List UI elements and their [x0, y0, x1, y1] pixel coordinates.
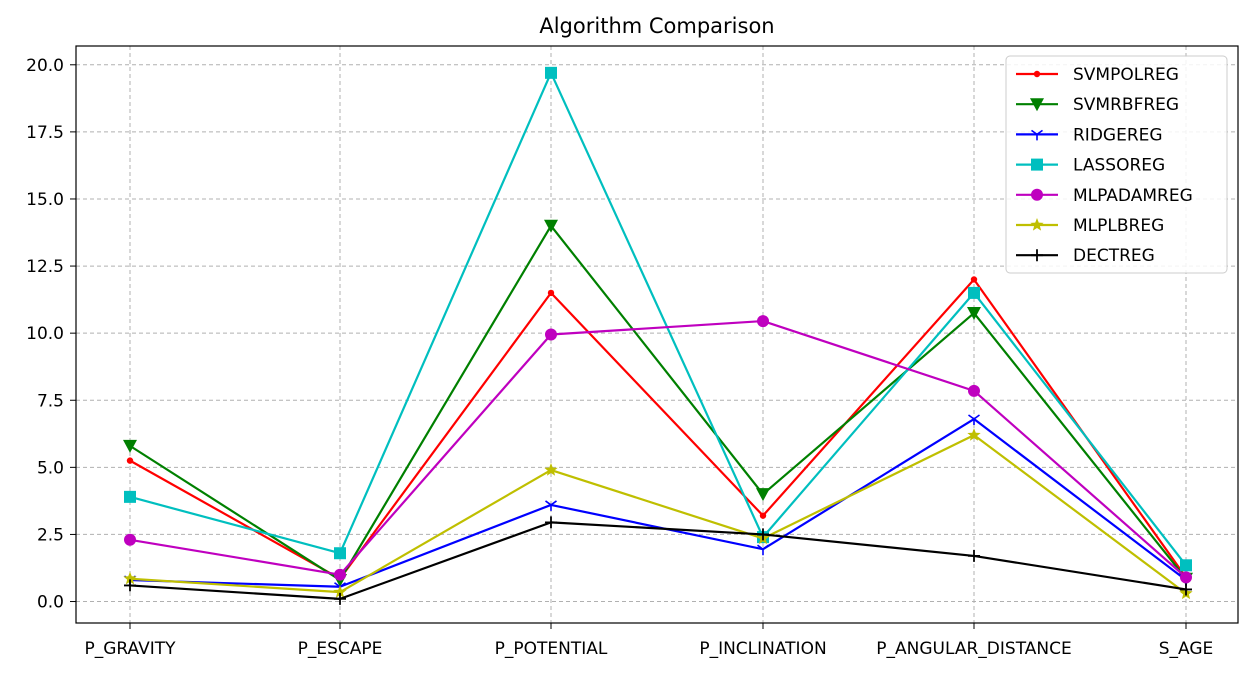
series-line	[129, 224, 1187, 582]
plus-marker	[968, 549, 980, 562]
x-tick-label: P_ESCAPE	[298, 639, 383, 659]
circle-marker	[968, 384, 980, 397]
circle-marker	[1180, 571, 1192, 584]
triangle-down-marker	[967, 307, 981, 321]
star-marker	[123, 571, 137, 585]
star-marker	[544, 463, 558, 476]
x-tick-label: P_ANGULAR_DISTANCE	[876, 639, 1071, 659]
legend-item: RIDGEREG	[1016, 125, 1163, 145]
plus-marker	[545, 516, 557, 529]
triangle-down-marker	[123, 439, 137, 453]
y-tick-label: 7.5	[37, 391, 64, 411]
x-tick-label: P_POTENTIAL	[495, 639, 608, 659]
square-marker	[1180, 559, 1192, 572]
circle-marker	[545, 328, 557, 341]
legend-box	[1005, 55, 1228, 274]
y-tick-label: 5.0	[37, 458, 64, 478]
axis-layer: 0.0 2.5 5.0 7.5 10.0 12.5 15.0 17.5 20.0 P_GRAVIT…	[26, 56, 1213, 659]
y-tick-label: 20.0	[26, 56, 64, 76]
triangle-down-marker	[756, 488, 770, 502]
square-marker	[334, 547, 346, 560]
series-layer	[123, 66, 1193, 605]
star-marker	[967, 428, 981, 441]
legend-label: SVMPOLREG	[1073, 65, 1179, 85]
y-tick-label: 17.5	[26, 123, 64, 143]
star-marker	[1030, 218, 1044, 231]
circle-marker	[757, 315, 769, 328]
star-marker	[333, 585, 347, 598]
series-line	[129, 319, 1187, 579]
series-dectreg	[124, 516, 1192, 605]
triangle-down-marker	[1030, 98, 1044, 112]
x-tick-label: P_GRAVITY	[84, 639, 176, 659]
legend-label: MLPLBREG	[1073, 216, 1164, 236]
y-tick-label: 15.0	[26, 190, 64, 210]
tri-down-marker	[968, 414, 980, 426]
square-marker	[1031, 158, 1043, 171]
legend: SVMPOLREG SVMRBFREG RIDGEREG LASSOREG MLPADA…	[1005, 55, 1228, 274]
circle-marker	[1031, 188, 1043, 201]
point-marker	[970, 276, 978, 283]
plus-marker	[757, 528, 769, 541]
point-marker	[1033, 70, 1041, 78]
y-tick-label: 10.0	[26, 324, 64, 344]
legend-label: LASSOREG	[1073, 156, 1165, 176]
chart-title: Algorithm Comparison	[539, 14, 774, 38]
y-tick-label: 2.5	[37, 525, 64, 545]
legend-item: SVMRBFREG	[1016, 95, 1179, 115]
legend-label: DECTREG	[1073, 246, 1155, 266]
plot-frame	[75, 45, 1239, 624]
plus-marker	[1031, 249, 1043, 262]
legend-item: LASSOREG	[1016, 156, 1165, 176]
series-line	[129, 521, 1187, 600]
legend-item: MLPADAMREG	[1016, 186, 1193, 206]
x-tick-label: P_INCLINATION	[699, 639, 826, 659]
point-marker	[126, 457, 134, 464]
plus-marker	[1180, 583, 1192, 596]
circle-marker	[124, 533, 136, 546]
square-marker	[968, 286, 980, 299]
point-marker	[759, 512, 767, 519]
circle-marker	[334, 568, 346, 581]
legend-label: SVMRBFREG	[1073, 95, 1179, 115]
tri-down-marker	[757, 544, 769, 556]
series-mlpadamreg	[124, 315, 1192, 584]
legend-item: SVMPOLREG	[1016, 65, 1179, 85]
x-tick-label: S_AGE	[1159, 639, 1214, 659]
legend-label: RIDGEREG	[1073, 125, 1163, 145]
plus-marker	[124, 579, 136, 592]
series-line	[129, 417, 1187, 588]
plus-marker	[334, 592, 346, 605]
tri-down-marker	[545, 500, 557, 511]
y-tick-label: 12.5	[26, 257, 64, 277]
triangle-down-marker	[544, 219, 558, 233]
square-marker	[124, 490, 136, 503]
tri-down-marker	[1031, 129, 1043, 141]
square-marker	[545, 66, 557, 79]
point-marker	[547, 289, 555, 297]
series-line	[129, 278, 1187, 580]
legend-item: MLPLBREG	[1016, 216, 1164, 236]
legend-item: DECTREG	[1016, 246, 1155, 266]
series-line	[129, 434, 1187, 595]
y-tick-label: 0.0	[37, 593, 64, 613]
legend-label: MLPADAMREG	[1073, 186, 1193, 206]
series-line	[129, 71, 1187, 566]
